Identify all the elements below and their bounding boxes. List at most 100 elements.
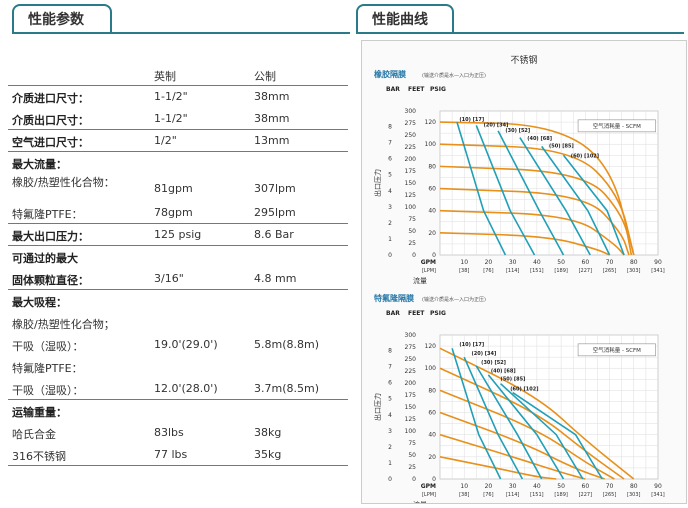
x-tick-lpm: [341] [651,492,664,498]
y-tick-psig: 20 [428,230,436,237]
spec-imperial-value: 19.0'(29.0') [154,338,218,351]
y-tick-bar: 3 [388,428,392,435]
x-tick-gpm: 70 [606,259,614,266]
divider [8,151,348,152]
air-consumption-label: (60) [102] [571,154,599,160]
y-tick-psig: 120 [425,343,437,350]
y-tick-psig: 60 [428,186,436,193]
y-tick-psig: 80 [428,163,436,170]
spec-label: 干吸（湿吸）： [12,340,84,353]
y-tick-feet: 200 [405,156,417,163]
x-tick-gpm: 30 [509,259,517,266]
y-tick-psig: 40 [428,208,436,215]
y-tick-feet: 300 [405,108,417,115]
x-tick-gpm: 50 [557,483,565,490]
x-tick-lpm: [303] [627,268,640,274]
x-tick-gpm: 40 [533,483,541,490]
spec-metric-value: 13mm [254,134,290,147]
chart-subtitle: 橡胶隔膜 [374,69,406,79]
spec-row: 介质进口尺寸： 1-1/2" 38mm [8,86,348,108]
tab-performance-curves[interactable]: 性能曲线图 [356,4,454,56]
x-axis-label: 流量 [413,276,427,285]
y-tick-feet: 225 [405,368,417,375]
y-tick-bar: 6 [388,380,392,387]
y-tick-psig: 120 [425,119,437,126]
y-tick-feet: 150 [405,180,417,187]
air-consumption-curve [500,383,584,480]
pressure-curve [439,232,610,256]
spec-metric-value: 8.6 Bar [254,228,294,241]
x-tick-lpm: [114] [506,268,519,274]
y-unit-label: PSIG [430,310,446,317]
x-tick-lpm: [151] [530,268,543,274]
spec-row: 最大出口压力： 125 psig 8.6 Bar [8,224,348,246]
spec-imperial-value: 83lbs [154,426,184,439]
x-tick-gpm: 90 [654,259,662,266]
spec-label: 橡胶/热塑性化合物； [12,318,115,331]
pressure-curve [439,389,615,480]
air-consumption-label: (20) [34] [484,123,509,129]
spec-metric-value: 3.7m(8.5m) [254,382,320,395]
y-tick-bar: 2 [388,220,392,227]
y-unit-label: FEET [408,310,425,317]
chart-note: (输送介质是水—入口为正压) [422,296,486,303]
x-tick-lpm: [303] [627,492,640,498]
x-tick-gpm: 20 [485,483,493,490]
x-tick-lpm: [151] [530,492,543,498]
divider [8,129,348,130]
spec-label: 空气进口尺寸： [12,136,89,149]
spec-row: 橡胶/热塑性化合物： 81gpm 307lpm [8,174,348,202]
spec-row: 干吸（湿吸）： 12.0'(28.0') 3.7m(8.5m) [8,378,348,400]
x-tick-gpm: 20 [485,259,493,266]
y-tick-bar: 8 [388,348,392,355]
spec-row: 最大吸程： [8,290,348,312]
pressure-curve [439,187,630,256]
spec-label: 固体颗粒直径： [12,274,89,287]
air-consumption-curve [497,130,565,256]
y-tick-feet: 0 [412,476,416,483]
x-tick-lpm: [265] [603,268,616,274]
spec-row: 运输重量： [8,400,348,422]
y-unit-label: FEET [408,86,425,93]
spec-metric-value: 38mm [254,112,290,125]
spec-label: 运输重量： [12,406,67,419]
air-consumption-label: (60) [102] [510,386,538,392]
y-tick-bar: 7 [388,140,392,147]
y-tick-bar: 8 [388,124,392,131]
air-consumption-curve [475,125,536,256]
pressure-curve [439,121,635,256]
y-unit-label: BAR [386,86,400,93]
spec-metric-value: 5.8m(8.8m) [254,338,320,351]
y-tick-bar: 1 [388,460,392,467]
pressure-curve [439,143,635,256]
y-tick-bar: 5 [388,172,392,179]
y-tick-psig: 100 [425,365,437,372]
x-tick-gpm: 10 [460,259,468,266]
spec-table: 英制 公制 介质进口尺寸： 1-1/2" 38mm 介质出口尺寸： 1-1/2" 38mm… [8,64,348,466]
chart-legend-box [577,343,656,357]
y-tick-bar: 0 [388,476,392,483]
chart-legend: 空气消耗量 - SCFM [593,122,641,130]
spec-label: 316不锈钢 [12,450,66,463]
y-tick-feet: 250 [405,132,417,139]
y-tick-bar: 1 [388,236,392,243]
y-tick-feet: 175 [405,168,417,175]
header-metric: 公制 [254,70,276,83]
tab-performance-params[interactable]: 性能参数 [12,4,112,32]
spec-row: 哈氏合金 83lbs 38kg [8,422,348,444]
spec-row: 干吸（湿吸）： 19.0'(29.0') 5.8m(8.8m) [8,334,348,356]
air-consumption-label: (10) [17] [459,342,484,348]
y-tick-bar: 5 [388,396,392,403]
air-consumption-label: (20) [34] [471,351,496,357]
spec-metric-value: 35kg [254,448,282,461]
x-tick-gpm: 60 [582,483,590,490]
pressure-curve [439,433,586,480]
spec-metric-value: 4.8 mm [254,272,297,285]
x-tick-gpm: 80 [630,483,638,490]
air-consumption-label: (50) [85] [501,376,526,382]
performance-chart-panel: 不锈钢 橡胶隔膜 (输送介质是水—入口为正压) BAR FEET PSIG 0 20 40 60 8… [361,40,687,504]
spec-imperial-value: 1/2" [154,134,177,147]
y-tick-feet: 50 [408,452,416,459]
x-tick-gpm: 40 [533,259,541,266]
